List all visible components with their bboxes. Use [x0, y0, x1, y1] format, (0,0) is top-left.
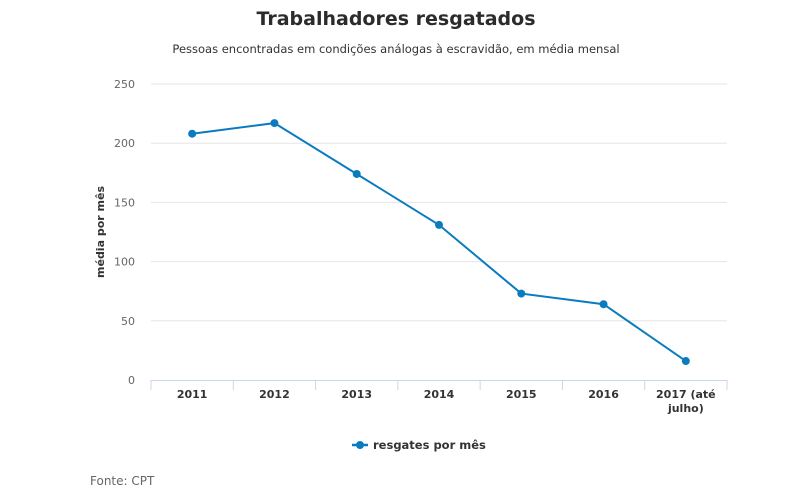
x-tick-label-line: 2014: [424, 388, 455, 401]
x-tick-label-line: 2015: [506, 388, 537, 401]
y-tick-label: 0: [128, 374, 135, 387]
y-tick-label: 250: [114, 78, 135, 91]
x-axis: 2011 2012 2013 2014 2015 2016 2017 (até julho): [150, 380, 728, 415]
y-axis-ticks: 0 50 100 150 200 250: [114, 78, 135, 387]
x-tick-label-line: 2013: [341, 388, 372, 401]
x-tick-label-line: julho): [667, 402, 704, 415]
y-tick-label: 150: [114, 196, 135, 209]
chart-subtitle: Pessoas encontradas em condições análoga…: [172, 42, 620, 56]
data-point[interactable]: [517, 289, 526, 298]
data-point[interactable]: [270, 119, 279, 128]
legend-label: resgates por mês: [373, 438, 486, 452]
x-tick-label: 2015: [506, 388, 537, 401]
source-note: Fonte: CPT: [90, 474, 155, 488]
data-point[interactable]: [188, 129, 197, 138]
x-tick-label-line: 2012: [259, 388, 290, 401]
legend-marker-icon: [356, 441, 364, 449]
gridlines: [151, 83, 727, 322]
series-resgates: [188, 119, 690, 366]
x-tick-label: 2012: [259, 388, 290, 401]
x-tick-label: 2014: [424, 388, 455, 401]
x-tick-label: 2013: [341, 388, 372, 401]
y-axis-label: média por mês: [94, 186, 107, 278]
data-point[interactable]: [599, 300, 608, 309]
x-tick-label: 2016: [588, 388, 619, 401]
y-tick-label: 200: [114, 137, 135, 150]
data-point[interactable]: [352, 169, 361, 178]
y-tick-label: 100: [114, 256, 135, 269]
x-tick-label-line: 2011: [177, 388, 208, 401]
x-tick-label: 2017 (até julho): [656, 388, 716, 415]
legend[interactable]: resgates por mês: [352, 438, 486, 452]
x-tick-label-line: 2017 (até: [656, 388, 716, 401]
series-line: [192, 122, 687, 362]
x-tick-label: 2011: [177, 388, 208, 401]
data-point[interactable]: [435, 220, 443, 229]
chart-title: Trabalhadores resgatados: [256, 8, 536, 30]
x-tick-label-line: 2016: [588, 388, 619, 401]
y-tick-label: 50: [121, 315, 135, 328]
data-point[interactable]: [681, 357, 690, 366]
